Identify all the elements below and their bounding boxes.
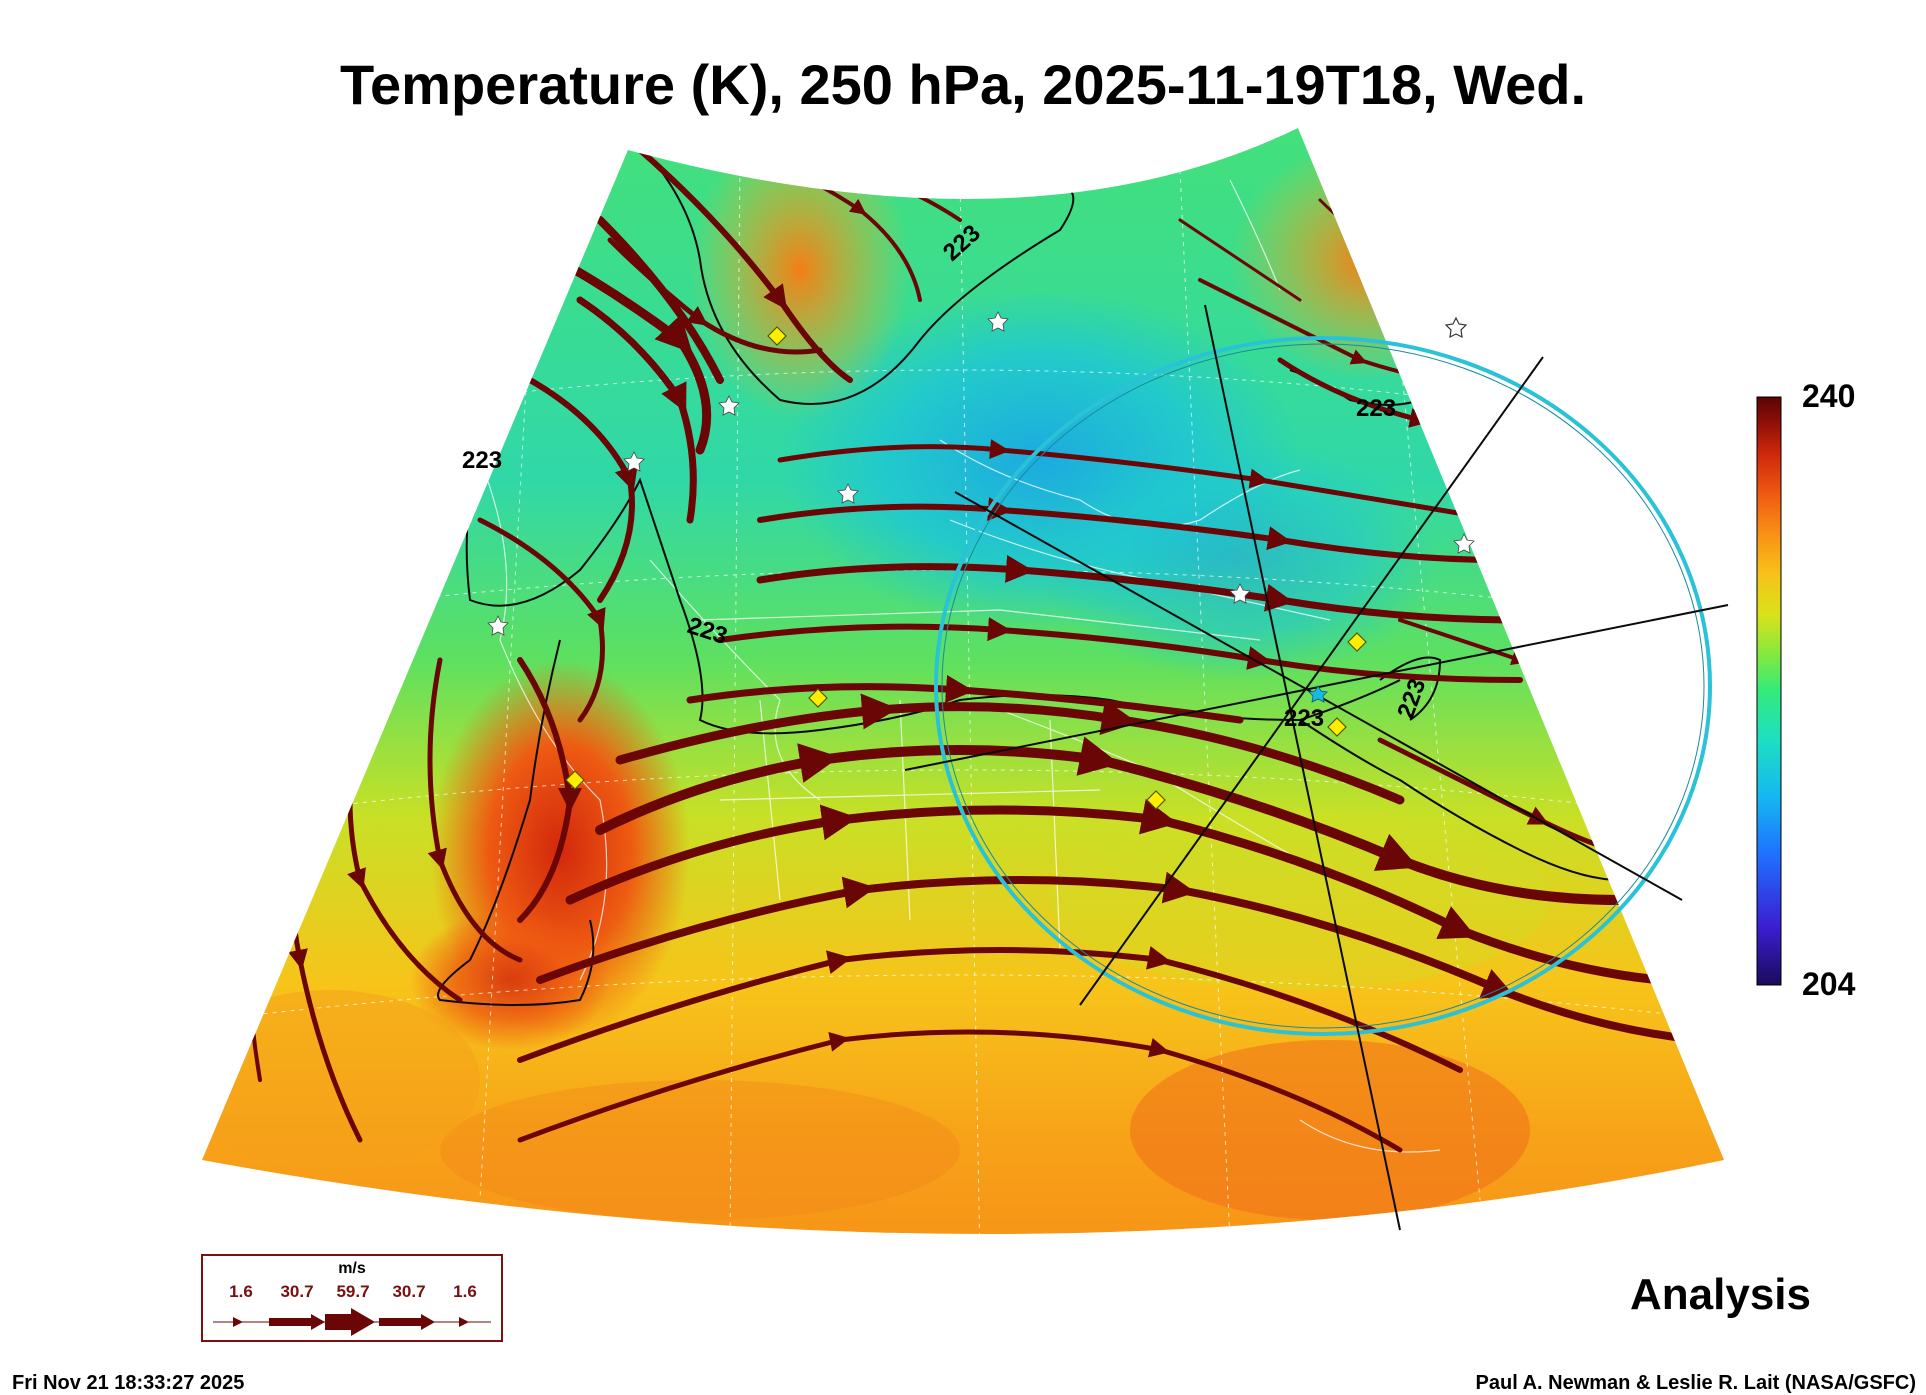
legend-arrow-3-shaft [325,1314,355,1330]
legend-value-3: 59.7 [336,1282,370,1301]
diamond-marker-6 [1146,790,1166,810]
legend-arrow-3 [351,1308,375,1336]
diamond-marker-2 [808,688,828,708]
diamond-markers [565,326,1367,810]
footer-credit: Paul A. Newman & Leslie R. Lait (NASA/GS… [1475,1372,1916,1394]
legend-arrow-4-shaft [379,1318,425,1326]
contour-label-5: 223 [1284,705,1324,732]
colorbar [1756,396,1782,986]
contour-label-3: 223 [462,447,502,474]
star-marker-8 [1444,316,1468,339]
diamond-marker-3 [565,770,585,790]
star-markers [487,311,1475,636]
footer-timestamp: Fri Nov 21 18:33:27 2025 [12,1372,245,1394]
star-marker-2 [718,395,740,416]
cyan-ring [934,336,1712,1036]
star-marker-6 [1229,583,1251,604]
analysis-label: Analysis [1630,1270,1811,1319]
legend-unit: m/s [338,1260,366,1277]
legend-arrow-4 [421,1314,435,1330]
cyan-ring-inner [941,343,1705,1029]
legend-arrow-5 [459,1317,469,1327]
star-marker-3 [623,451,645,472]
diamond-marker-1 [767,326,787,346]
diamond-marker-5 [1327,717,1347,737]
colorbar-min-label: 204 [1802,966,1856,1002]
star-marker-4 [837,483,859,504]
legend-value-5: 1.6 [453,1282,477,1301]
star-marker-7 [1453,533,1475,554]
legend-value-1: 1.6 [229,1282,253,1301]
legend-arrows [213,1308,491,1336]
diamond-marker-4 [1347,632,1367,652]
legend-value-4: 30.7 [392,1282,426,1301]
legend-arrow-1 [233,1317,243,1327]
legend-arrow-2 [311,1314,325,1330]
star-marker-5 [487,615,509,636]
star-marker-1 [987,311,1009,332]
temperature-field [202,128,1724,1234]
page-title: Temperature (K), 250 hPa, 2025-11-19T18,… [339,53,1587,116]
center-star-marker [1308,685,1328,703]
contour-label-2: 223 [1356,395,1396,422]
wind-legend: m/s 1.6 30.7 59.7 30.7 1.6 [201,1254,503,1342]
colorbar-max-label: 240 [1802,378,1856,414]
legend-value-2: 30.7 [280,1282,314,1301]
legend-arrow-2-shaft [269,1318,315,1326]
